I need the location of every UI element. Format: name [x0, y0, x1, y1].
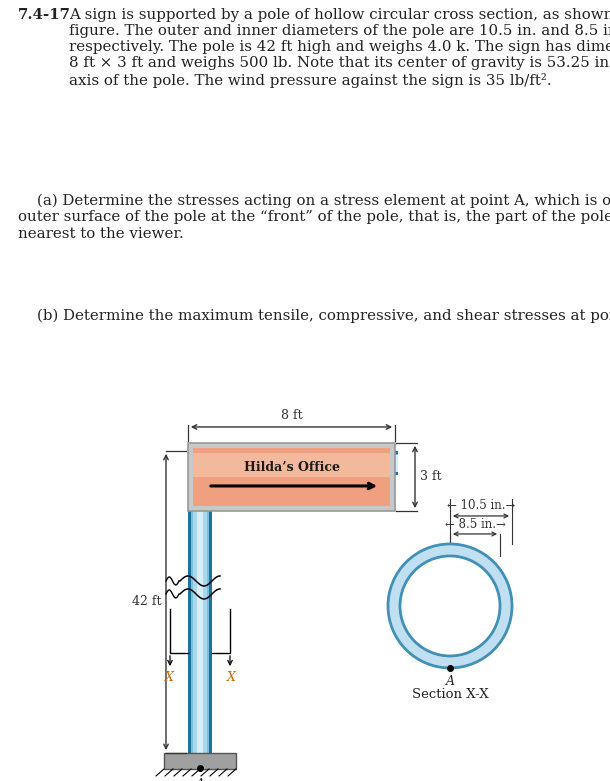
Text: 7.4-17: 7.4-17	[18, 8, 71, 22]
Bar	[209, 451, 212, 753]
Bar	[193, 457, 398, 475]
Bar	[188, 443, 395, 511]
Bar	[193, 448, 390, 506]
Bar	[197, 455, 398, 473]
Circle shape	[388, 544, 512, 668]
Text: ← 10.5 in.→: ← 10.5 in.→	[447, 499, 515, 512]
Bar	[188, 451, 212, 753]
Text: 3 ft: 3 ft	[420, 470, 442, 483]
Text: A: A	[195, 778, 204, 781]
Text: 8 ft: 8 ft	[281, 409, 303, 422]
Text: Section X-X: Section X-X	[412, 688, 489, 701]
Text: (b) Determine the maximum tensile, compressive, and shear stresses at point A.: (b) Determine the maximum tensile, compr…	[18, 309, 610, 323]
Bar	[188, 472, 398, 475]
Bar	[193, 453, 390, 477]
Text: A sign is supported by a pole of hollow circular cross section, as shown in the
: A sign is supported by a pole of hollow …	[70, 8, 610, 87]
Text: ← 8.5 in.→: ← 8.5 in.→	[445, 518, 506, 531]
Text: (a) Determine the stresses acting on a stress element at point A, which is on th: (a) Determine the stresses acting on a s…	[18, 194, 610, 241]
Bar	[164, 753, 236, 769]
Text: X: X	[165, 671, 173, 684]
Bar	[193, 451, 207, 753]
Text: X: X	[226, 671, 235, 684]
Text: Hilda’s Office: Hilda’s Office	[243, 462, 340, 475]
Text: 42 ft: 42 ft	[132, 595, 162, 608]
Circle shape	[400, 556, 500, 656]
Bar	[197, 451, 203, 753]
Bar	[188, 451, 398, 454]
Text: A: A	[445, 675, 454, 688]
Bar	[188, 451, 191, 753]
Bar	[188, 451, 398, 475]
